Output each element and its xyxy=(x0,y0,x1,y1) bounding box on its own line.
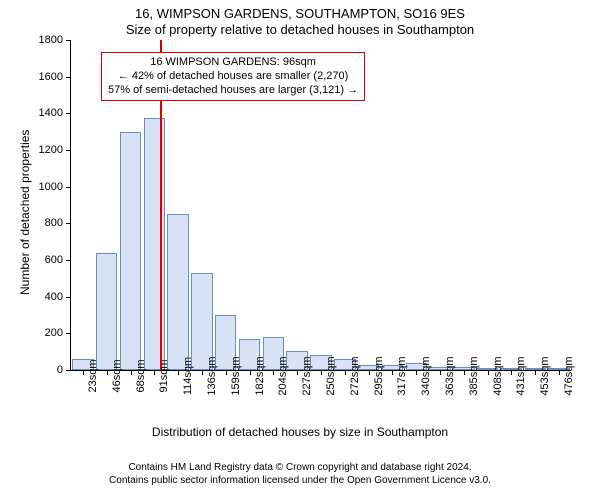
y-tick-label: 800 xyxy=(45,217,63,229)
x-tick-label: 363sqm xyxy=(444,356,456,395)
x-tick xyxy=(511,370,512,375)
x-tick-label: 23sqm xyxy=(87,359,99,392)
x-tick-label: 453sqm xyxy=(539,356,551,395)
y-tick-label: 600 xyxy=(45,254,63,266)
x-axis-label: Distribution of detached houses by size … xyxy=(0,425,600,439)
x-tick xyxy=(226,370,227,375)
x-tick-label: 68sqm xyxy=(135,359,147,392)
y-tick xyxy=(66,40,71,41)
x-tick xyxy=(107,370,108,375)
x-tick xyxy=(345,370,346,375)
histogram-bar xyxy=(167,214,188,370)
chart-title: Size of property relative to detached ho… xyxy=(0,22,600,37)
y-tick-label: 1400 xyxy=(39,107,63,119)
x-tick-label: 385sqm xyxy=(468,356,480,395)
x-tick-label: 182sqm xyxy=(254,356,266,395)
x-tick xyxy=(250,370,251,375)
histogram-bar xyxy=(191,273,212,370)
x-tick xyxy=(297,370,298,375)
y-tick xyxy=(66,187,71,188)
x-tick xyxy=(416,370,417,375)
annotation-box: 16 WIMPSON GARDENS: 96sqm← 42% of detach… xyxy=(101,52,365,101)
x-tick xyxy=(178,370,179,375)
y-tick xyxy=(66,260,71,261)
x-tick xyxy=(83,370,84,375)
plot-area: 02004006008001000120014001600180023sqm46… xyxy=(70,40,571,371)
x-tick xyxy=(535,370,536,375)
x-tick-label: 340sqm xyxy=(420,356,432,395)
y-tick xyxy=(66,77,71,78)
x-tick-label: 250sqm xyxy=(325,356,337,395)
x-tick-label: 431sqm xyxy=(515,356,527,395)
annotation-line: 57% of semi-detached houses are larger (… xyxy=(108,84,358,98)
y-tick-label: 400 xyxy=(45,291,63,303)
y-tick-label: 1800 xyxy=(39,34,63,46)
x-tick xyxy=(202,370,203,375)
x-tick xyxy=(273,370,274,375)
x-tick xyxy=(488,370,489,375)
footer-line-2: Contains public sector information licen… xyxy=(0,475,600,488)
y-tick xyxy=(66,297,71,298)
y-tick xyxy=(66,333,71,334)
y-tick xyxy=(66,223,71,224)
x-tick xyxy=(440,370,441,375)
x-tick-label: 136sqm xyxy=(206,356,218,395)
x-tick xyxy=(131,370,132,375)
x-tick-label: 317sqm xyxy=(396,356,408,395)
x-tick-label: 159sqm xyxy=(230,356,242,395)
x-tick xyxy=(392,370,393,375)
x-tick xyxy=(154,370,155,375)
y-tick-label: 0 xyxy=(57,364,63,376)
footer-line-1: Contains HM Land Registry data © Crown c… xyxy=(0,462,600,475)
y-tick-label: 200 xyxy=(45,327,63,339)
x-tick-label: 227sqm xyxy=(301,356,313,395)
histogram-bar xyxy=(96,253,117,370)
y-tick xyxy=(66,370,71,371)
x-tick-label: 476sqm xyxy=(563,356,575,395)
y-tick-label: 1200 xyxy=(39,144,63,156)
x-tick-label: 272sqm xyxy=(349,356,361,395)
x-tick-label: 204sqm xyxy=(277,356,289,395)
y-tick-label: 1000 xyxy=(39,181,63,193)
y-axis-label: Number of detached properties xyxy=(18,130,32,295)
x-tick xyxy=(321,370,322,375)
x-tick xyxy=(464,370,465,375)
x-tick xyxy=(559,370,560,375)
annotation-line: 16 WIMPSON GARDENS: 96sqm xyxy=(108,56,358,70)
y-tick-label: 1600 xyxy=(39,71,63,83)
histogram-bar xyxy=(120,132,141,370)
x-tick-label: 408sqm xyxy=(492,356,504,395)
x-tick-label: 46sqm xyxy=(111,359,123,392)
y-tick xyxy=(66,150,71,151)
annotation-line: ← 42% of detached houses are smaller (2,… xyxy=(108,70,358,84)
chart-container: 16, WIMPSON GARDENS, SOUTHAMPTON, SO16 9… xyxy=(0,0,600,500)
x-tick-label: 295sqm xyxy=(373,356,385,395)
y-tick xyxy=(66,113,71,114)
chart-supertitle: 16, WIMPSON GARDENS, SOUTHAMPTON, SO16 9… xyxy=(0,6,600,21)
x-tick-label: 114sqm xyxy=(182,357,194,395)
x-tick xyxy=(369,370,370,375)
footer-attribution: Contains HM Land Registry data © Crown c… xyxy=(0,462,600,487)
